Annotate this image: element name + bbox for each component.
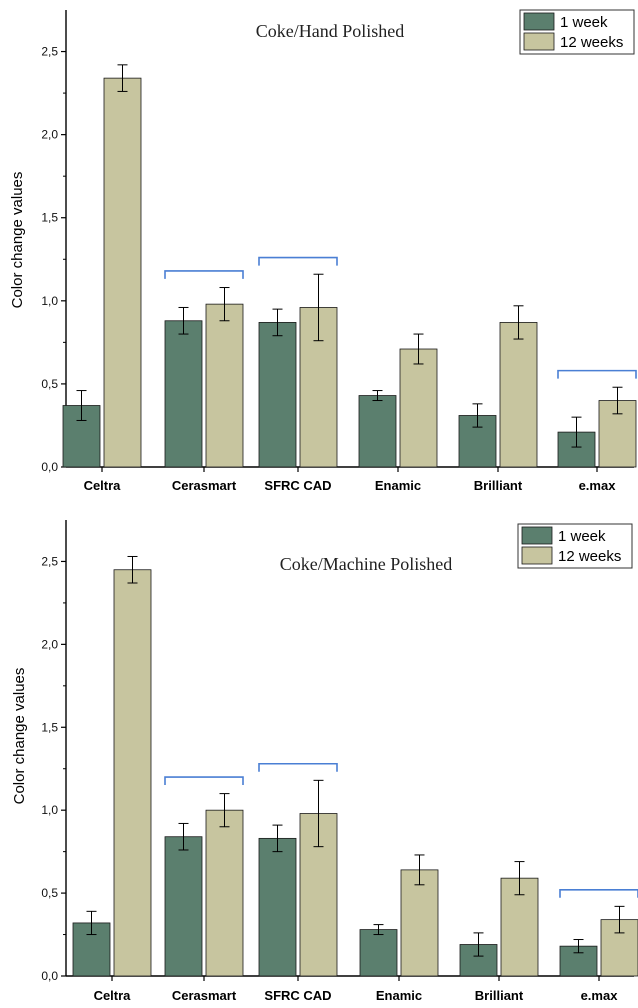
bar-12weeks-enamic [399,348,438,468]
legend-swatch-1week [521,526,553,545]
y-tick-label: 2,0 [41,637,58,651]
bar-1week-enamic [359,929,398,977]
significance-bracket [258,256,338,266]
x-category-label: Cerasmart [172,988,237,1003]
x-category-label: e.max [581,988,619,1003]
significance-bracket [557,369,637,379]
x-category-label: Cerasmart [172,478,237,493]
bar-1week-cerasmart [164,836,203,977]
y-tick-label: 0,5 [41,377,58,391]
bar-12weeks-cerasmart [205,303,244,468]
x-category-label: Celtra [84,478,122,493]
bar-12weeks-brilliant [499,322,538,468]
bar-1week-sfrc-cad [258,322,297,468]
x-category-label: e.max [579,478,617,493]
chart-svg-hand-polished: 0,0 0,5 1,0 1,5 2,0 2,5 Color change values Cok… [9,9,637,493]
significance-bracket [164,776,244,786]
x-category-label: Brilliant [474,478,523,493]
y-tick-label: 1,0 [41,803,58,817]
x-category-label: Enamic [375,478,421,493]
bar-12weeks-enamic [400,869,439,977]
chart-svg-machine-polished: 0,0 0,5 1,0 1,5 2,0 2,5 Color change values Cok… [11,520,638,1003]
y-tick-label: 2,0 [41,128,58,142]
legend: 1 week 12 weeks [519,9,635,55]
chart-title: Coke/Hand Polished [256,21,405,41]
significance-bracket [258,762,338,772]
legend-label: 1 week [558,528,606,545]
y-tick-label: 0,0 [41,969,58,983]
significance-bracket [559,888,638,898]
y-tick-label: 1,5 [41,720,58,734]
bar-1week-enamic [358,395,397,468]
legend: 1 week 12 weeks [517,523,633,569]
chart-title: Coke/Machine Polished [280,554,452,574]
y-axis-label: Color change values [9,172,26,309]
legend-label: 1 week [560,14,608,31]
bar-12weeks-celtra [103,77,142,468]
legend-label: 12 weeks [560,34,623,51]
x-category-label: Celtra [94,988,132,1003]
x-category-label: Enamic [376,988,422,1003]
chart-hand-polished: 0,0 0,5 1,0 1,5 2,0 2,5 Color change values Cok… [0,0,638,500]
bar-12weeks-cerasmart [205,809,244,977]
y-axis-label: Color change values [11,668,28,805]
y-tick-label: 2,5 [41,45,58,59]
y-tick-label: 1,0 [41,294,58,308]
legend-swatch-1week [523,12,555,31]
legend-label: 12 weeks [558,548,621,565]
y-tick-label: 2,5 [41,554,58,568]
chart-machine-polished: 0,0 0,5 1,0 1,5 2,0 2,5 Color change values Cok… [0,500,638,1008]
y-tick-label: 1,5 [41,211,58,225]
legend-swatch-12weeks [523,32,555,51]
legend-swatch-12weeks [521,546,553,565]
bar-12weeks-celtra [113,569,152,977]
bar-1week-sfrc-cad [258,837,297,977]
x-category-label: SFRC CAD [264,478,331,493]
x-category-label: Brilliant [475,988,524,1003]
bar-12weeks-e-max [598,400,637,468]
y-tick-label: 0,0 [41,460,58,474]
significance-bracket [164,270,244,279]
y-tick-label: 0,5 [41,886,58,900]
x-category-label: SFRC CAD [264,988,331,1003]
bar-1week-cerasmart [164,320,203,468]
